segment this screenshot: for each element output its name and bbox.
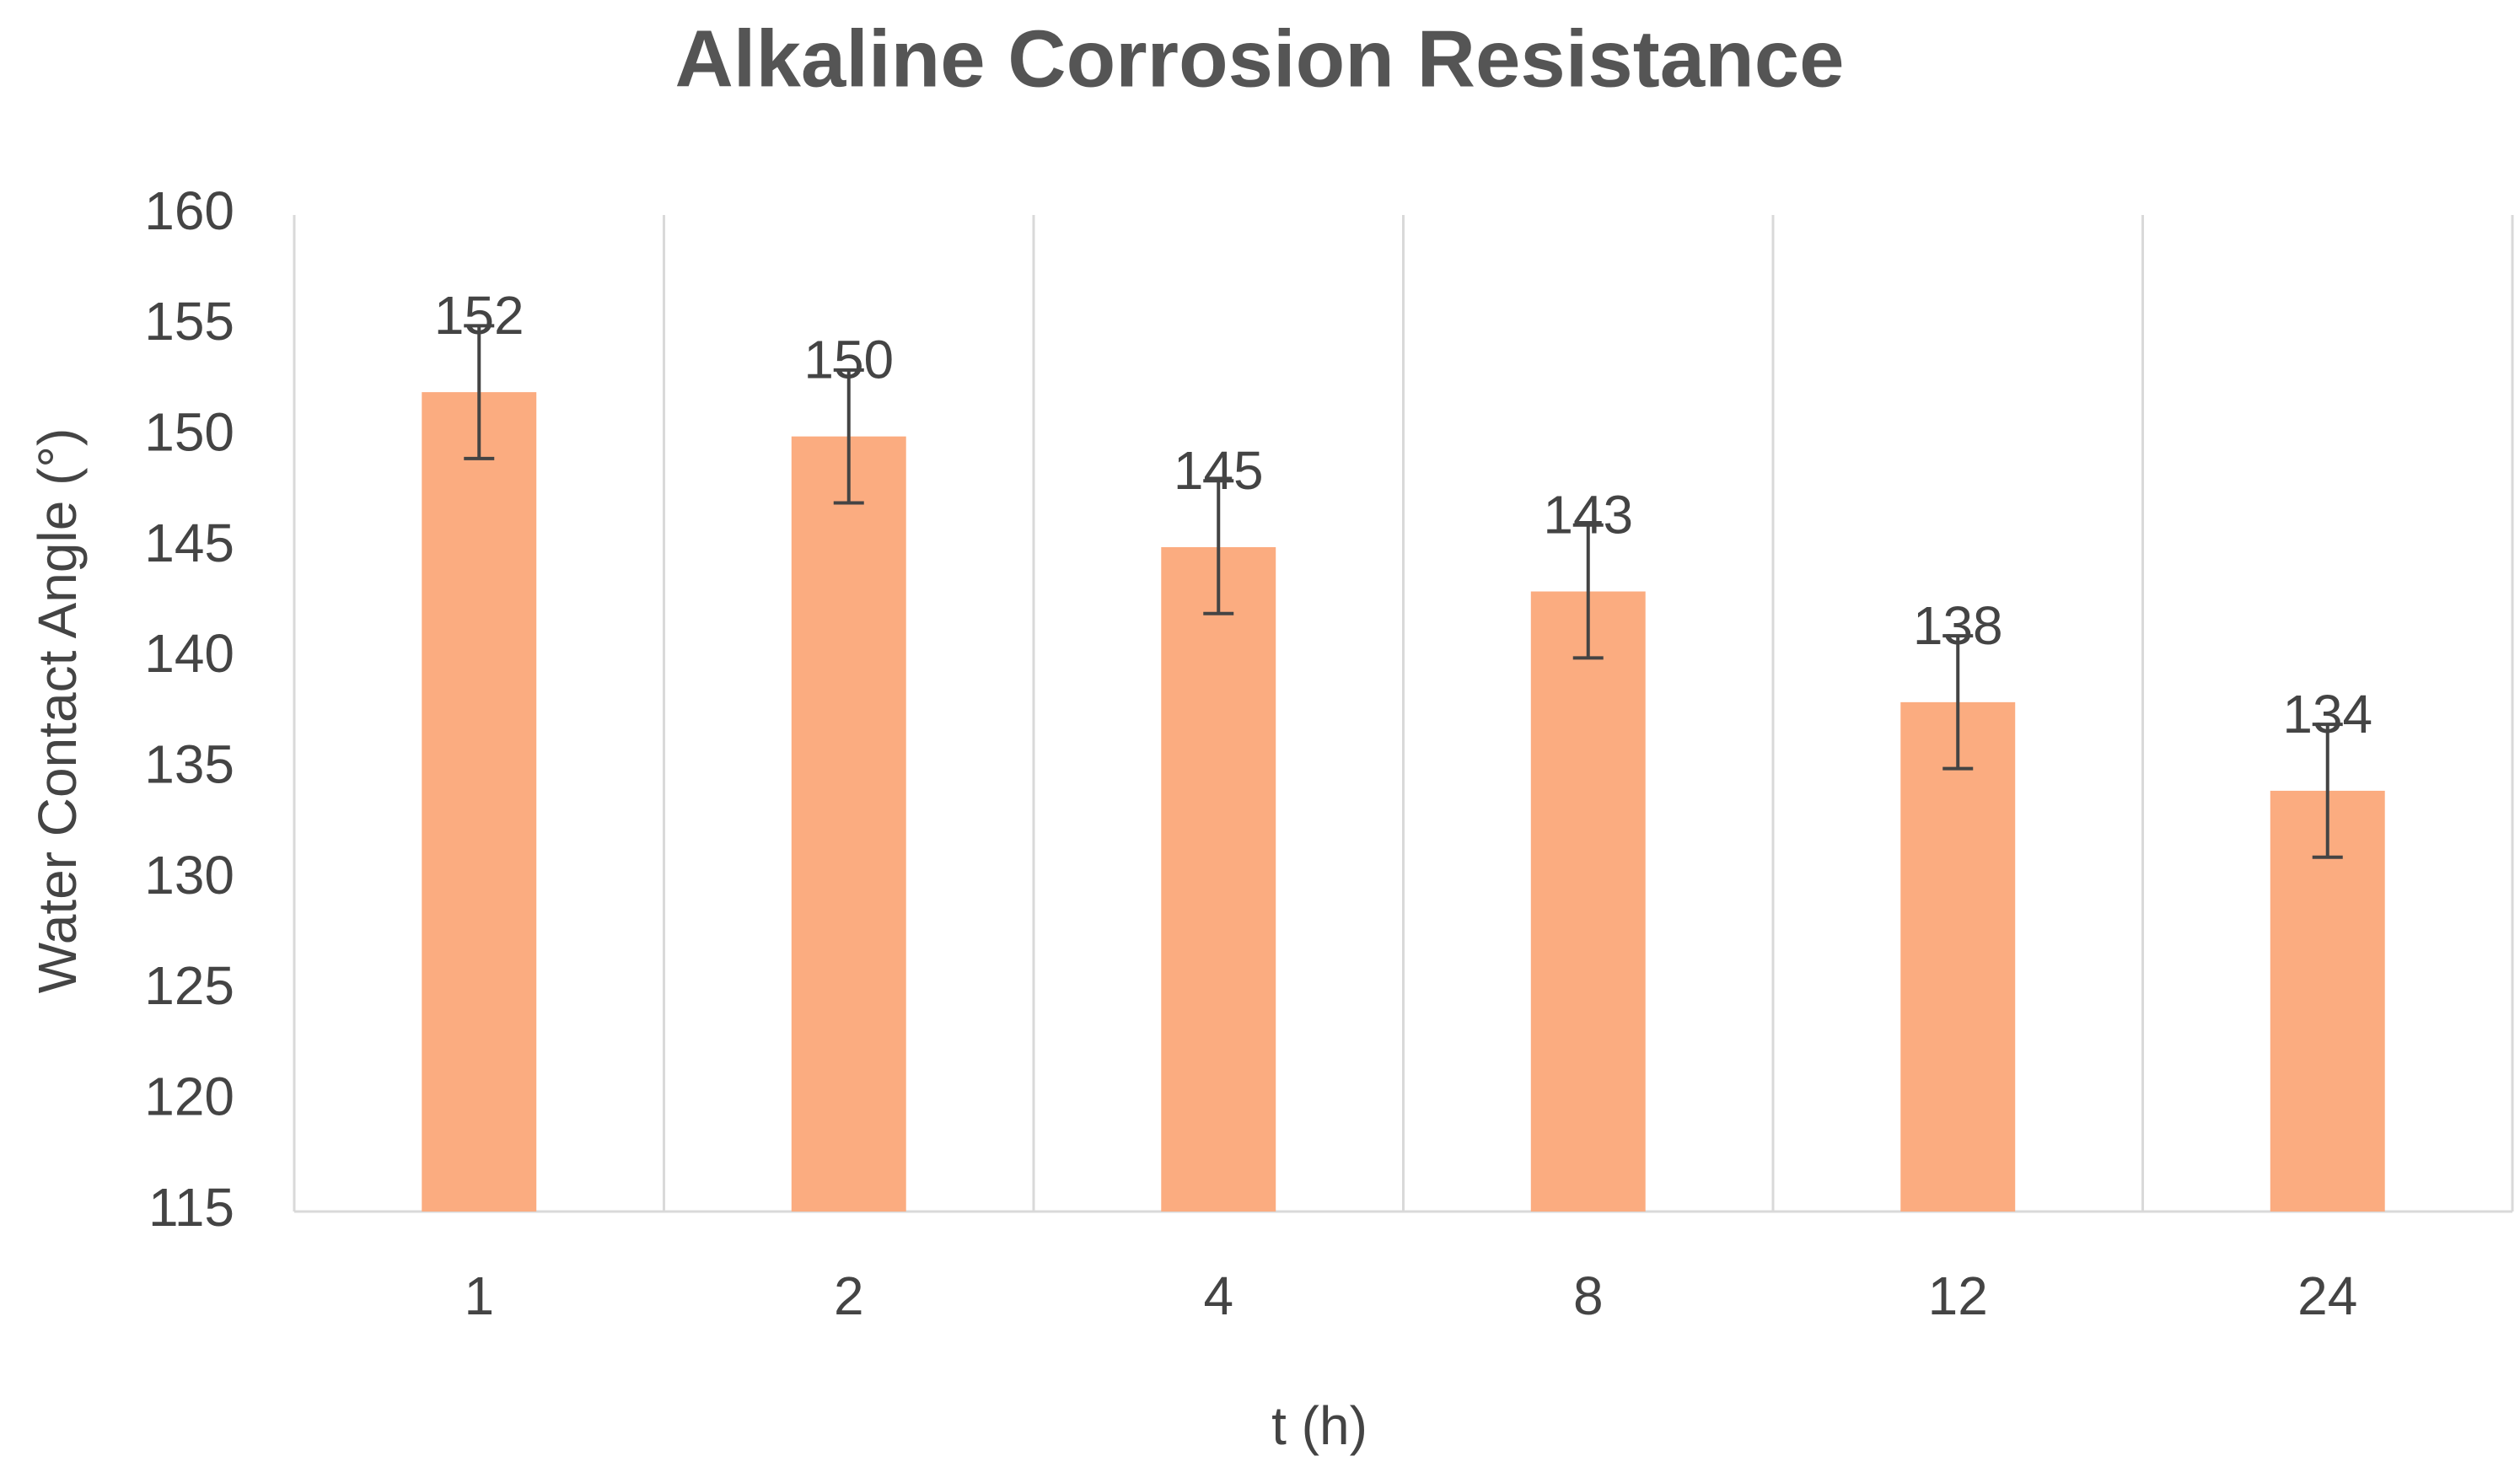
data-label: 138	[1913, 595, 2003, 656]
error-bar	[464, 324, 495, 460]
y-axis-title: Water Contact Angle (°)	[27, 428, 88, 994]
error-bar	[1942, 634, 1974, 771]
chart-title: Alkaline Corrosion Resistance	[674, 13, 1844, 104]
data-label: 152	[434, 285, 524, 346]
error-bar	[1572, 523, 1604, 660]
bar	[2270, 790, 2385, 1212]
y-tick-label: 160	[144, 180, 234, 241]
x-axis-title: t (h)	[1271, 1395, 1367, 1456]
x-tick-label: 4	[1203, 1265, 1233, 1326]
x-tick-label: 8	[1573, 1265, 1604, 1326]
y-tick-label: 120	[144, 1067, 234, 1127]
bar	[1530, 591, 1646, 1212]
bar	[791, 436, 906, 1212]
error-bar	[833, 368, 864, 505]
y-tick-label: 150	[144, 402, 234, 463]
bar	[422, 392, 537, 1212]
y-tick-label: 130	[144, 845, 234, 905]
x-tick-label: 12	[1928, 1265, 1988, 1326]
x-tick-label: 24	[2297, 1265, 2357, 1326]
data-label: 150	[803, 330, 894, 390]
data-label: 145	[1174, 440, 1264, 501]
y-tick-label: 135	[144, 734, 234, 795]
x-tick-label: 2	[834, 1265, 864, 1326]
y-tick-label: 115	[148, 1177, 234, 1238]
data-label: 143	[1543, 484, 1633, 545]
bar	[1900, 701, 2016, 1212]
y-tick-label: 140	[144, 623, 234, 684]
y-tick-label: 145	[144, 513, 234, 573]
bar	[1161, 547, 1276, 1212]
y-tick-label: 125	[144, 955, 234, 1016]
error-bar	[2312, 723, 2343, 859]
y-tick-label: 155	[144, 291, 234, 352]
data-label: 134	[2282, 684, 2372, 744]
error-bar	[1203, 479, 1234, 615]
x-tick-label: 1	[464, 1265, 494, 1326]
